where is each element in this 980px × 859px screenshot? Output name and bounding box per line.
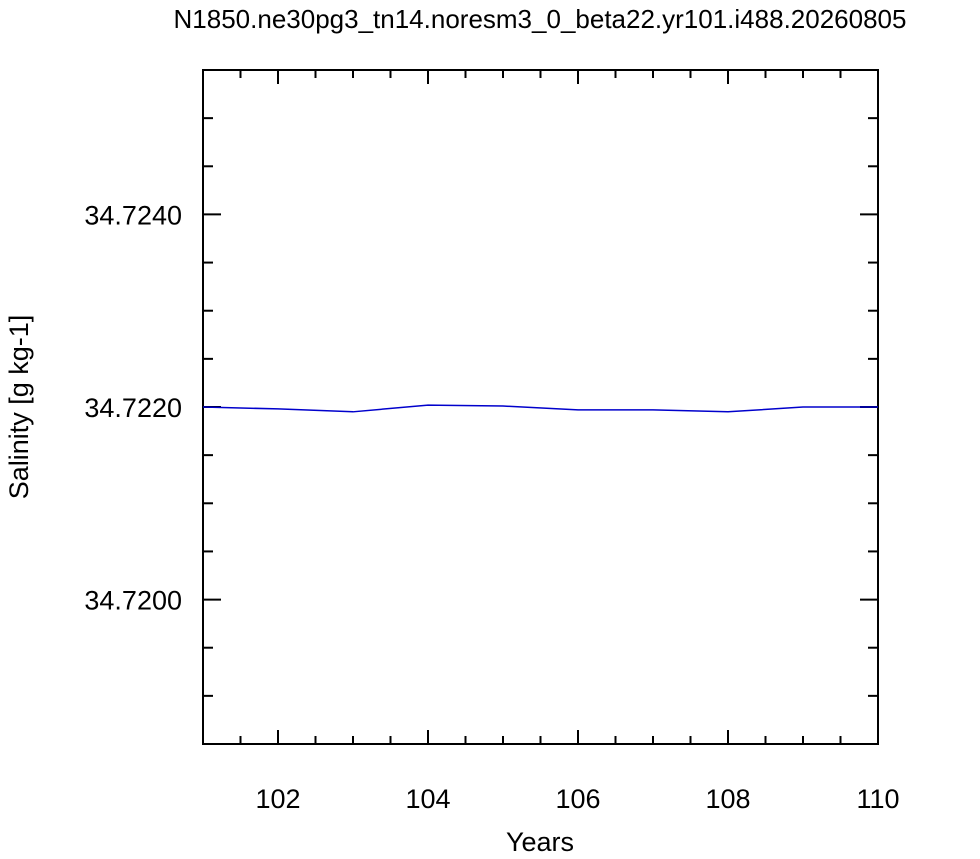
y-tick-labels: 34.7200 34.7220 34.7240 (84, 200, 182, 615)
x-tick-label: 104 (405, 784, 450, 814)
x-tick-label: 102 (255, 784, 300, 814)
x-tick-label: 106 (555, 784, 600, 814)
series-layer (202, 404, 878, 413)
y-tick-label: 34.7220 (84, 393, 182, 423)
x-tick-label: 110 (856, 784, 899, 814)
y-tick-label: 34.7240 (84, 200, 182, 230)
x-tick-label: 108 (705, 784, 750, 814)
x-tick-labels: 102 104 106 108 110 (255, 784, 899, 814)
y-tick-label: 34.7200 (84, 586, 182, 616)
chart-title: N1850.ne30pg3_tn14.noresm3_0_beta22.yr10… (174, 4, 907, 34)
axis-ticks (202, 69, 879, 745)
y-axis-label: Salinity [g kg-1] (4, 315, 34, 500)
plot-frame (202, 69, 879, 745)
x-axis-label: Years (506, 827, 574, 857)
salinity-series-line (202, 404, 878, 413)
